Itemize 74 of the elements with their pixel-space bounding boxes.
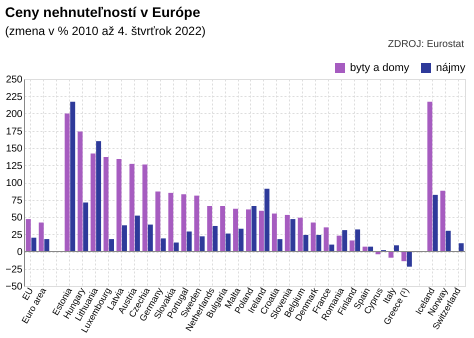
y-tick-label: −50 — [6, 282, 23, 292]
bar — [324, 227, 329, 252]
bar — [31, 238, 36, 252]
bar — [427, 102, 432, 252]
bar — [272, 214, 277, 252]
bar — [329, 244, 334, 252]
bar — [277, 239, 282, 252]
bar — [155, 191, 160, 252]
bar — [368, 246, 374, 252]
bar — [194, 196, 200, 252]
bar — [174, 242, 179, 252]
y-tick-label: 225 — [6, 92, 23, 103]
bar — [70, 102, 76, 252]
text: ZDROJ: Eurostat — [388, 39, 464, 50]
bar — [220, 206, 226, 252]
bar — [116, 159, 122, 252]
bar — [355, 229, 360, 252]
bar — [200, 236, 205, 252]
bar — [38, 222, 44, 252]
bar — [142, 164, 148, 252]
bar — [362, 246, 368, 252]
y-tick-label: 0 — [16, 247, 23, 258]
y-tick-label: 50 — [11, 212, 23, 224]
bar — [406, 252, 412, 267]
bar — [376, 252, 380, 254]
bar — [64, 114, 70, 252]
bar — [78, 131, 83, 252]
bar — [83, 202, 88, 252]
bar — [350, 240, 355, 252]
y-tick-label: 175 — [6, 126, 23, 138]
bar — [342, 230, 348, 252]
bar — [252, 206, 256, 252]
bar — [290, 219, 296, 252]
bar — [284, 214, 290, 252]
bar — [44, 239, 50, 252]
y-tick-label: 200 — [6, 109, 23, 120]
bar — [233, 208, 238, 252]
bar — [258, 210, 264, 252]
bar — [246, 209, 251, 252]
bar — [440, 190, 446, 252]
bar — [181, 194, 186, 252]
y-tick-label: 150 — [6, 144, 23, 154]
y-tick-label: 125 — [6, 160, 23, 172]
bar — [298, 218, 303, 252]
bar — [134, 216, 140, 252]
bar — [90, 154, 96, 252]
bar — [401, 252, 406, 262]
bar — [207, 206, 212, 252]
bar — [122, 225, 127, 252]
y-tick-label: 100 — [6, 178, 23, 189]
bar — [238, 228, 244, 252]
bar — [432, 194, 438, 252]
bar — [446, 230, 451, 252]
bar — [264, 188, 270, 252]
bar — [303, 234, 308, 252]
y-tick-label: −25 — [6, 264, 23, 276]
y-tick-label: 25 — [11, 230, 23, 241]
chart-title: Ceny nehnuteľností v Európe — [5, 4, 200, 20]
y-tick-label: 75 — [11, 195, 23, 206]
bar — [26, 219, 31, 252]
bar — [129, 164, 134, 252]
y-tick-label: 250 — [6, 74, 23, 86]
bar — [212, 226, 218, 252]
bar — [336, 236, 342, 252]
legend-label: nájmy — [436, 62, 466, 74]
bar — [168, 192, 174, 252]
bar — [148, 224, 153, 252]
bar — [160, 238, 166, 252]
bar — [96, 141, 102, 252]
bar — [226, 234, 231, 252]
chart-subtitle: (zmena v % 2010 až 4. štvrťrok 2022) — [5, 24, 206, 38]
bar — [104, 156, 109, 252]
bar — [109, 239, 114, 252]
legend-label: byty a domy — [350, 62, 410, 74]
